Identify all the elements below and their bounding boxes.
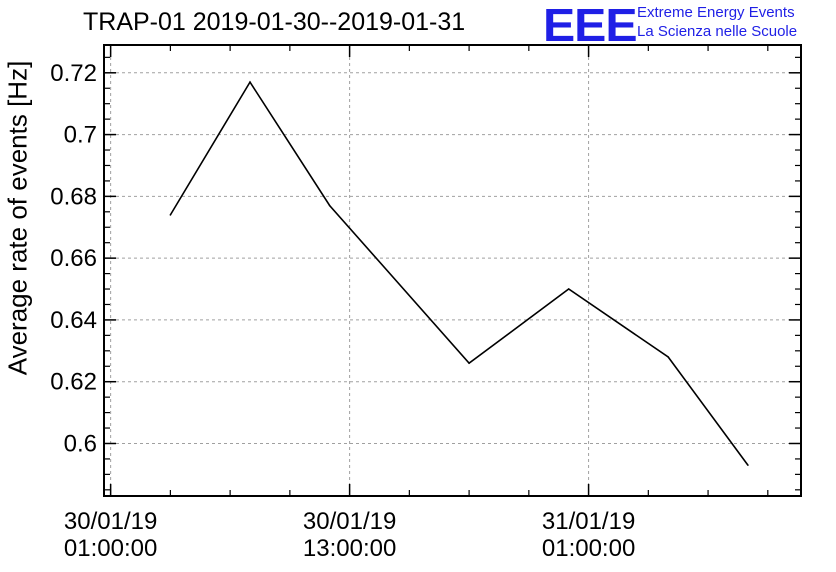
- x-tick-date: 31/01/19: [541, 508, 636, 535]
- x-tick-label: 30/01/19 01:00:00: [64, 508, 157, 562]
- y-tick-label: 0.62: [50, 369, 97, 396]
- data-point: [667, 356, 670, 358]
- chart-title: TRAP-01 2019-01-30--2019-01-31: [83, 8, 466, 36]
- rate-series-line: [169, 80, 749, 466]
- plot-frame: [103, 44, 802, 497]
- x-tick-time: 13:00:00: [302, 535, 397, 562]
- eee-logo-text: Extreme Energy Events La Scienza nelle S…: [637, 3, 797, 41]
- data-point: [328, 204, 331, 207]
- logo-line-1: Extreme Energy Events: [637, 4, 795, 21]
- y-axis-label: Average rate of events [Hz]: [2, 60, 33, 376]
- y-tick-labels: 0.6 0.62 0.64 0.66 0.68 0.7 0.72: [50, 60, 97, 458]
- y-tick-label: 0.68: [50, 183, 97, 210]
- x-tick-date: 30/01/19: [302, 508, 397, 535]
- x-tick-label: 31/01/19 01:00:00: [542, 508, 635, 562]
- data-point: [468, 362, 470, 364]
- y-tick-label: 0.6: [64, 430, 97, 457]
- eee-logo: EEE: [543, 0, 638, 51]
- data-point: [747, 464, 749, 466]
- x-tick-time: 01:00:00: [541, 535, 636, 562]
- x-tick-date: 30/01/19: [63, 508, 158, 535]
- y-tick-label: 0.66: [50, 245, 97, 272]
- logo-line-2: La Scienza nelle Scuole: [637, 23, 798, 40]
- y-tick-label: 0.72: [50, 60, 97, 87]
- x-tick-time: 01:00:00: [63, 535, 158, 562]
- y-tick-label: 0.7: [64, 122, 97, 149]
- y-tick-label: 0.64: [50, 307, 97, 334]
- x-tick-label: 30/01/19 13:00:00: [303, 508, 396, 562]
- data-point: [249, 81, 251, 83]
- data-point: [567, 288, 570, 290]
- data-point: [169, 214, 172, 216]
- axis-ticks: [104, 45, 801, 496]
- data-series: [169, 80, 749, 466]
- grid-lines: [104, 45, 801, 496]
